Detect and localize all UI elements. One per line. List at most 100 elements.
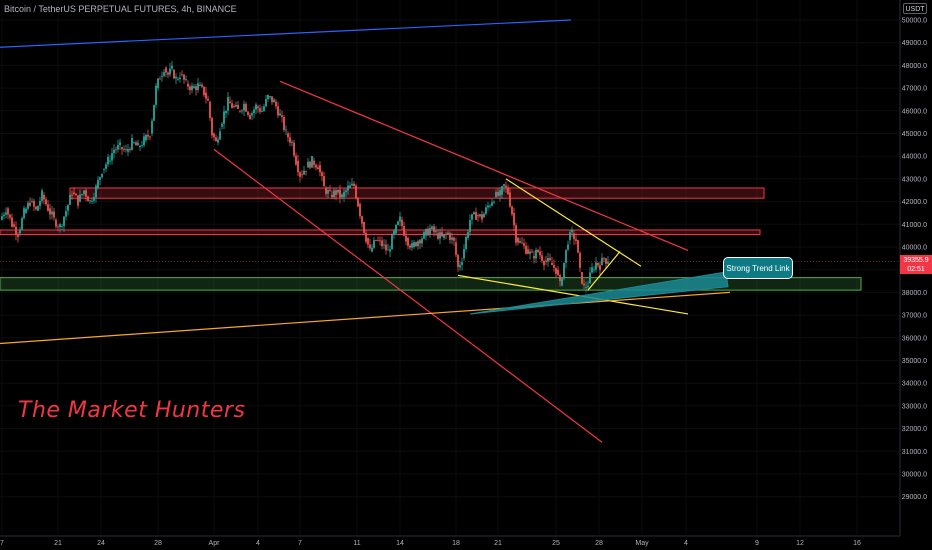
candle-body <box>385 244 387 251</box>
candle-body <box>129 149 131 150</box>
time-tick-label: 4 <box>684 540 688 547</box>
candle-body <box>71 194 73 196</box>
price-tick-label: 44000.0 <box>902 154 927 161</box>
candle-body <box>35 206 37 210</box>
time-tick-label: 7 <box>298 540 302 547</box>
candle-body <box>241 110 243 112</box>
candle-body <box>27 202 29 209</box>
candle-body <box>101 173 103 178</box>
candle-body <box>453 237 455 241</box>
price-tick-label: 31000.0 <box>902 449 927 456</box>
candle-body <box>195 86 197 91</box>
candle-body <box>489 205 491 207</box>
trend-lines <box>0 19 731 443</box>
candle-body <box>593 269 595 271</box>
price-tick-label: 30000.0 <box>902 472 927 479</box>
candle-body <box>355 185 357 199</box>
candle-body <box>397 221 399 225</box>
wedge-apex-line <box>587 251 621 291</box>
price-axis-bg <box>900 0 932 550</box>
candle-body <box>317 167 319 170</box>
candle-body <box>399 216 401 222</box>
candle-body <box>281 115 283 117</box>
candle-body <box>137 142 139 146</box>
candle-body <box>435 230 437 232</box>
wedge-lower-line <box>457 274 689 315</box>
candle-body <box>337 189 339 193</box>
candle-body <box>509 192 511 207</box>
candle-body <box>491 202 493 206</box>
candle-body <box>239 110 241 112</box>
price-tick-label: 41000.0 <box>902 222 927 229</box>
candle-body <box>477 215 479 217</box>
time-tick-label: 14 <box>396 540 404 547</box>
candle-body <box>213 133 215 138</box>
price-axis: 50000.0 49000.0 48000.0 47000.0 46000.0 45000… <box>899 0 932 550</box>
candle-body <box>483 213 485 218</box>
price-tick-label: 47000.0 <box>902 86 927 93</box>
candle-body <box>37 205 39 211</box>
candle-body <box>455 242 457 255</box>
candle-body <box>559 275 561 282</box>
candle-body <box>561 278 563 286</box>
candle-body <box>161 75 163 77</box>
candle-body <box>209 101 211 118</box>
candle-body <box>51 211 53 215</box>
candle-body <box>305 170 307 172</box>
candle-body <box>307 161 309 168</box>
candle-body <box>421 238 423 244</box>
candle-body <box>25 208 27 213</box>
resistance-zone <box>0 229 761 236</box>
time-tick-label: 24 <box>97 540 105 547</box>
grid-lines <box>0 0 900 535</box>
price-tag-countdown: 02:51 <box>907 266 925 273</box>
price-tick-label: 46000.0 <box>902 108 927 115</box>
candle-body <box>207 98 209 101</box>
time-axis-bg <box>0 536 932 550</box>
candle-body <box>339 189 341 198</box>
candle-body <box>467 231 469 238</box>
currency-badge[interactable]: USDT <box>903 3 927 14</box>
candle-body <box>95 185 97 198</box>
candle-body <box>29 202 31 206</box>
candle-body <box>445 233 447 235</box>
candle-body <box>379 240 381 242</box>
candle-body <box>231 103 233 109</box>
time-tick-label: 18 <box>452 540 460 547</box>
candle-body <box>321 172 323 177</box>
candle-body <box>261 111 263 112</box>
candle-body <box>123 149 125 151</box>
candle-body <box>53 211 55 218</box>
candle-body <box>503 184 505 187</box>
candle-body <box>135 142 137 146</box>
candle-body <box>117 145 119 150</box>
candle-body <box>233 106 235 108</box>
candle-body <box>181 74 183 76</box>
price-tick-label: 35000.0 <box>902 358 927 365</box>
candle-body <box>543 261 545 266</box>
candle-body <box>121 147 123 150</box>
candle-body <box>547 257 549 262</box>
candle-body <box>531 251 533 253</box>
time-tick-label: 4 <box>256 540 260 547</box>
candle-body <box>381 240 383 247</box>
candle-body <box>505 185 507 188</box>
candle-body <box>325 187 327 194</box>
candle-body <box>515 225 517 243</box>
candle-body <box>81 194 83 195</box>
candle-body <box>287 133 289 138</box>
candle-body <box>519 240 521 243</box>
candle-body <box>581 271 583 284</box>
candle-body <box>177 78 179 80</box>
candle-body <box>377 240 379 241</box>
time-axis: 7 21 24 28 Apr 4 7 11 14 18 21 25 28 May 4 9 12 16 <box>0 535 932 550</box>
candle-body <box>441 232 443 237</box>
candle-body <box>331 194 333 198</box>
candle-body <box>13 224 15 227</box>
price-tick-label: 43000.0 <box>902 176 927 183</box>
candle-body <box>517 237 519 243</box>
callout-label[interactable]: Strong Trend Link <box>723 257 793 279</box>
candle-body <box>383 244 385 246</box>
candle-body <box>187 83 189 87</box>
